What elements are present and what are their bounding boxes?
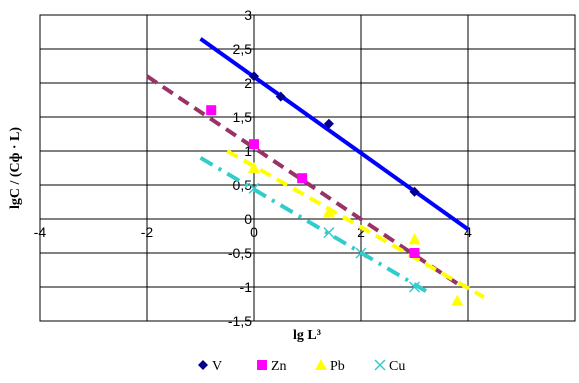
legend-marker-v [198, 360, 208, 370]
legend-item-pb: Pb [315, 359, 345, 374]
legend-item-v: V [198, 359, 222, 374]
point-cu-stroke [323, 227, 335, 239]
point-cu-stroke [355, 247, 367, 259]
x-tick-label: 2 [357, 224, 365, 240]
y-tick-label: 0 [244, 211, 252, 227]
x-tick-label: 0 [250, 224, 258, 240]
x-tick-label: 4 [464, 224, 472, 240]
legend-marker-pb [315, 359, 327, 370]
y-axis-title: lgC / (Cф · L) [8, 127, 23, 209]
point-pb [248, 162, 260, 173]
legend-marker-cu [374, 359, 386, 371]
point-pb [451, 294, 464, 306]
legend-item-zn: Zn [257, 359, 287, 374]
y-tick-label: 2 [244, 75, 252, 91]
y-tick-label: -1,5 [228, 313, 252, 329]
x-tick-label: -4 [34, 224, 47, 240]
legend-marker-cu-stroke [374, 359, 386, 371]
point-cu [355, 247, 367, 259]
x-tick-labels: -4 -2 0 2 4 [34, 224, 472, 240]
point-v [249, 71, 259, 82]
legend-label: V [212, 359, 222, 374]
point-zn [297, 173, 308, 184]
legend-marker-zn [257, 360, 267, 370]
point-cu-stroke [408, 281, 421, 293]
point-zn [409, 248, 420, 258]
point-v [409, 186, 420, 197]
y-tick-label: 1 [244, 143, 252, 159]
point-zn [249, 139, 259, 150]
point-pb [322, 206, 335, 218]
point-cu [408, 281, 421, 293]
legend-label: Cu [389, 359, 405, 374]
point-cu [323, 227, 335, 239]
legend-item-cu: Cu [374, 359, 405, 374]
point-zn [206, 105, 217, 116]
point-cu [248, 182, 260, 194]
point-pb [408, 233, 421, 245]
y-tick-label: 1,5 [233, 109, 253, 125]
legend-label: Pb [330, 359, 345, 374]
point-v [275, 91, 286, 102]
x-axis-title: lg L³ [293, 328, 321, 343]
x-tick-label: -2 [141, 224, 154, 240]
y-tick-label: -1 [240, 279, 253, 295]
y-tick-label: -0,5 [228, 245, 252, 261]
trendline-v [199, 37, 470, 231]
trendlines [145, 37, 486, 299]
trendline-cu [199, 156, 432, 296]
trendline-pb [226, 149, 486, 299]
y-tick-label: 2,5 [233, 41, 253, 57]
plot-area [39, 14, 576, 322]
y-tick-label: 3 [244, 7, 252, 23]
data-points [206, 71, 464, 306]
point-cu-stroke [248, 182, 260, 194]
trendline-zn [145, 74, 459, 286]
legend-label: Zn [271, 359, 287, 374]
legend: V Zn Pb Cu [198, 359, 405, 374]
point-v [323, 118, 334, 129]
